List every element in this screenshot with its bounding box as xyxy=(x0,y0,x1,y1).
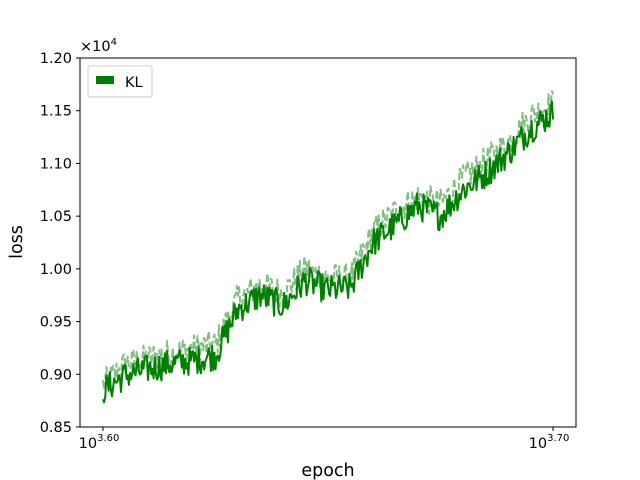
x-tick-label: 103.60 xyxy=(79,433,120,452)
x-axis-label: epoch xyxy=(301,461,354,480)
legend-label-kl: KL xyxy=(125,75,143,91)
x-tick-label: 103.70 xyxy=(529,433,570,452)
legend-box xyxy=(87,65,153,98)
plot-frame xyxy=(79,57,577,428)
y-tick-label: 0.90 xyxy=(40,367,72,383)
y-tick-label: 1.20 xyxy=(40,51,72,67)
series-line-kl xyxy=(102,100,554,404)
y-tick-label: 1.15 xyxy=(40,104,72,120)
legend: KL xyxy=(87,65,153,98)
legend-swatch-kl xyxy=(96,76,114,84)
y-tick-label: 1.00 xyxy=(40,262,72,278)
series-line-kl-dashed xyxy=(102,90,554,391)
y-axis-label: loss xyxy=(7,225,27,259)
y-multiplier-label: ×104 xyxy=(80,37,117,55)
y-tick-label: 0.95 xyxy=(40,315,72,331)
y-tick-label: 0.85 xyxy=(40,420,72,436)
y-tick-label: 1.05 xyxy=(40,209,72,225)
y-tick-label: 1.10 xyxy=(40,156,72,172)
